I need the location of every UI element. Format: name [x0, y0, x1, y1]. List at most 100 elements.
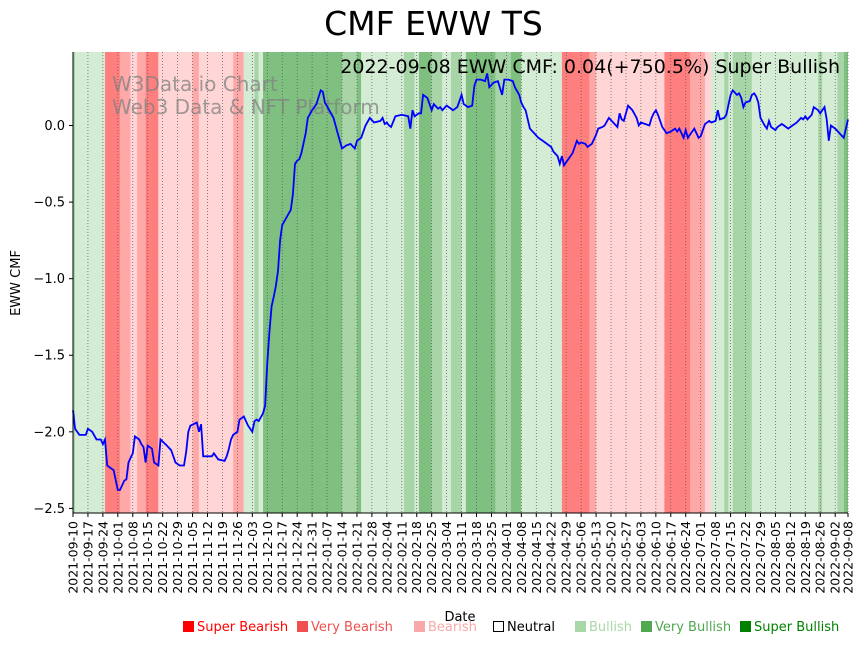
legend-item: Super Bearish	[183, 620, 288, 635]
regime-band	[818, 52, 823, 513]
x-tick-label: 2022-02-04	[379, 521, 394, 594]
x-tick-label: 2022-03-11	[454, 521, 469, 594]
x-tick-label: 2022-01-14	[335, 521, 350, 594]
y-tick-label: −1.5	[33, 349, 65, 364]
regime-band	[75, 52, 106, 513]
x-tick-label: 2022-03-04	[439, 521, 454, 594]
regime-band	[724, 52, 729, 513]
vertical-gridlines	[72, 52, 849, 513]
regime-band	[130, 52, 138, 513]
x-axis-label: Date	[444, 610, 475, 625]
x-tick-label: 2022-01-28	[364, 521, 379, 594]
x-tick-label: 2022-05-13	[589, 521, 604, 594]
x-tick-label: 2021-09-24	[95, 521, 110, 594]
regime-band	[822, 52, 838, 513]
x-tick-label: 2022-08-05	[768, 521, 783, 594]
x-tick-label: 2021-11-05	[185, 521, 200, 594]
regime-band	[843, 52, 848, 513]
legend-swatch	[183, 621, 194, 632]
regime-band	[525, 52, 562, 513]
regime-band	[461, 52, 466, 513]
legend-label: Neutral	[507, 620, 555, 635]
regime-band	[361, 52, 404, 513]
regime-band	[764, 52, 819, 513]
watermark-line: Web3 Data & NFT Platform	[112, 95, 380, 119]
regime-band	[442, 52, 451, 513]
x-tick-label: 2021-09-10	[66, 521, 81, 594]
y-tick-label: −0.5	[33, 196, 65, 211]
regime-band	[414, 52, 419, 513]
regime-band	[342, 52, 357, 513]
legend-label: Super Bearish	[197, 620, 289, 635]
y-tick-label: −2.5	[33, 502, 65, 517]
x-tick-label: 2022-01-07	[320, 521, 335, 594]
regime-band	[510, 52, 522, 513]
regime-band	[732, 52, 752, 513]
x-tick-label: 2021-10-01	[110, 521, 125, 594]
x-tick-label: 2022-07-29	[753, 521, 768, 594]
x-tick-label: 2022-04-01	[499, 521, 514, 594]
regime-band	[243, 52, 255, 513]
y-tick-label: −2.0	[33, 425, 65, 440]
x-tick-label: 2022-02-11	[394, 521, 409, 594]
y-tick-label: 0.0	[44, 119, 65, 134]
x-tick-label: 2021-12-17	[275, 521, 290, 594]
regime-band	[192, 52, 199, 513]
regime-band	[561, 52, 590, 513]
x-tick-label: 2022-03-25	[484, 521, 499, 594]
legend-item: Super Bullish	[740, 620, 839, 635]
regime-band	[418, 52, 432, 513]
x-tick-label: 2022-09-08	[841, 521, 856, 594]
regime-band	[119, 52, 131, 513]
regime-band	[137, 52, 146, 513]
legend-swatch	[414, 621, 425, 632]
legend-swatch	[641, 621, 652, 632]
regime-band	[495, 52, 511, 513]
x-tick-label: 2022-05-20	[604, 521, 619, 594]
x-tick-label: 2022-06-10	[648, 521, 663, 594]
regime-band	[233, 52, 244, 513]
legend-label: Super Bullish	[754, 620, 840, 635]
x-tick-label: 2022-06-24	[678, 521, 693, 594]
legend-label: Very Bearish	[311, 620, 393, 635]
x-tick-label: 2022-06-03	[633, 521, 648, 594]
x-tick-label: 2021-11-26	[230, 521, 245, 594]
x-tick-label: 2021-12-31	[305, 521, 320, 594]
x-tick-label: 2022-05-27	[619, 521, 634, 594]
x-tick-label: 2021-10-15	[140, 521, 155, 594]
x-tick-label: 2021-10-22	[155, 521, 170, 594]
x-tick-label: 2022-02-18	[409, 521, 424, 594]
regime-band	[596, 52, 665, 513]
regime-band	[158, 52, 193, 513]
x-tick-label: 2022-04-29	[559, 521, 574, 594]
x-tick-label: 2021-12-10	[260, 521, 275, 594]
regime-band	[728, 52, 733, 513]
regime-band	[254, 52, 259, 513]
x-tick-label: 2021-11-19	[215, 521, 230, 594]
x-tick-label: 2021-09-17	[80, 521, 95, 594]
regime-band	[73, 52, 76, 513]
legend-swatch	[297, 621, 308, 632]
x-tick-label: 2022-07-08	[708, 521, 723, 594]
x-tick-label: 2022-04-22	[544, 521, 559, 594]
y-tick-label: −1.0	[33, 272, 65, 287]
y-axis-ticks: −2.5 −2.0 −1.5 −1.0 −0.5 0.0	[33, 119, 73, 517]
legend-swatch	[575, 621, 586, 632]
regime-band	[258, 52, 264, 513]
x-tick-label: 2022-07-01	[693, 521, 708, 594]
regime-band	[837, 52, 844, 513]
legend-item: Bullish	[575, 620, 632, 635]
regime-band	[263, 52, 343, 513]
legend-item: Neutral	[493, 620, 555, 635]
x-tick-label: 2021-12-03	[245, 521, 260, 594]
regime-band	[105, 52, 120, 513]
regime-band	[664, 52, 691, 513]
x-tick-label: 2021-11-12	[200, 521, 215, 594]
x-tick-label: 2022-07-15	[723, 521, 738, 594]
x-tick-label: 2021-10-29	[170, 521, 185, 594]
regime-band	[356, 52, 362, 513]
x-tick-label: 2022-01-21	[350, 521, 365, 594]
x-tick-label: 2022-03-18	[469, 521, 484, 594]
x-tick-label: 2022-08-19	[798, 521, 813, 594]
